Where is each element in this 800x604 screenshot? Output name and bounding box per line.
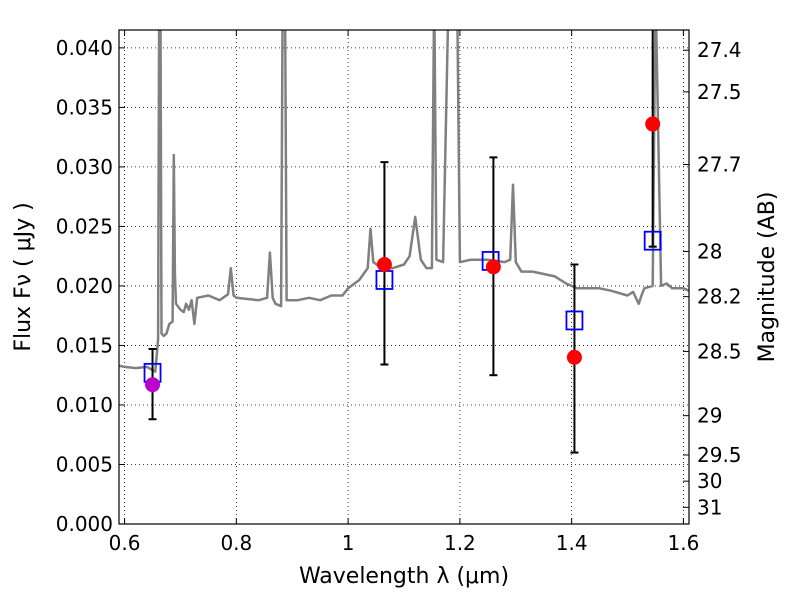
right-tick-label: 29.5 [697, 443, 742, 467]
y-tick-label: 0.020 [56, 274, 113, 298]
data-markers [143, 116, 662, 393]
plot-frame [118, 29, 690, 525]
right-tick-label: 29 [697, 404, 722, 428]
model-flux-square [565, 310, 584, 331]
observed-flux-point [566, 349, 582, 365]
observed-flux-point [645, 116, 661, 132]
model-flux-square [643, 230, 662, 251]
x-axis-ticks: 0.6 0.8 1 1.2 1.4 1.6 [109, 30, 700, 555]
observed-flux-point [145, 377, 161, 393]
x-tick-label: 1.6 [668, 531, 700, 555]
y-tick-label: 0.025 [56, 214, 113, 238]
observed-flux-point [485, 259, 501, 275]
observed-flux-point [376, 257, 392, 273]
x-tick-label: 0.8 [220, 531, 252, 555]
y-tick-label: 0.015 [56, 333, 113, 357]
x-tick-label: 0.6 [109, 531, 141, 555]
right-tick-label: 27.7 [697, 153, 742, 177]
right-tick-label: 31 [697, 495, 722, 519]
right-tick-label: 27.5 [697, 80, 742, 104]
right-tick-label: 28 [697, 239, 722, 263]
y-axis-ticks: 0.000 0.005 0.010 0.015 0.020 0.025 0.030 0.035… [56, 36, 125, 536]
right-tick-label: 27.4 [697, 38, 742, 62]
y-tick-label: 0.000 [56, 512, 113, 536]
y-tick-label: 0.035 [56, 95, 113, 119]
x-tick-label: 1 [342, 531, 355, 555]
y-tick-label: 0.030 [56, 155, 113, 179]
x-axis-title: Wavelength λ (μm) [299, 564, 509, 589]
right-tick-label: 28.5 [697, 339, 742, 363]
grid-lines [119, 30, 689, 525]
spectrum-line [119, 30, 689, 373]
y-tick-label: 0.010 [56, 393, 113, 417]
y-tick-label: 0.040 [56, 36, 113, 60]
data-series [119, 30, 689, 373]
y-tick-label: 0.005 [56, 452, 113, 476]
y-axis-title: Flux Fν ( μJy ) [11, 202, 36, 351]
x-tick-label: 1.4 [556, 531, 588, 555]
right-tick-label: 28.2 [697, 285, 742, 309]
right-tick-label: 30 [697, 469, 722, 493]
x-tick-label: 1.2 [444, 531, 476, 555]
error-bars [148, 30, 657, 454]
right-axis-title: Magnitude (AB) [755, 192, 780, 363]
